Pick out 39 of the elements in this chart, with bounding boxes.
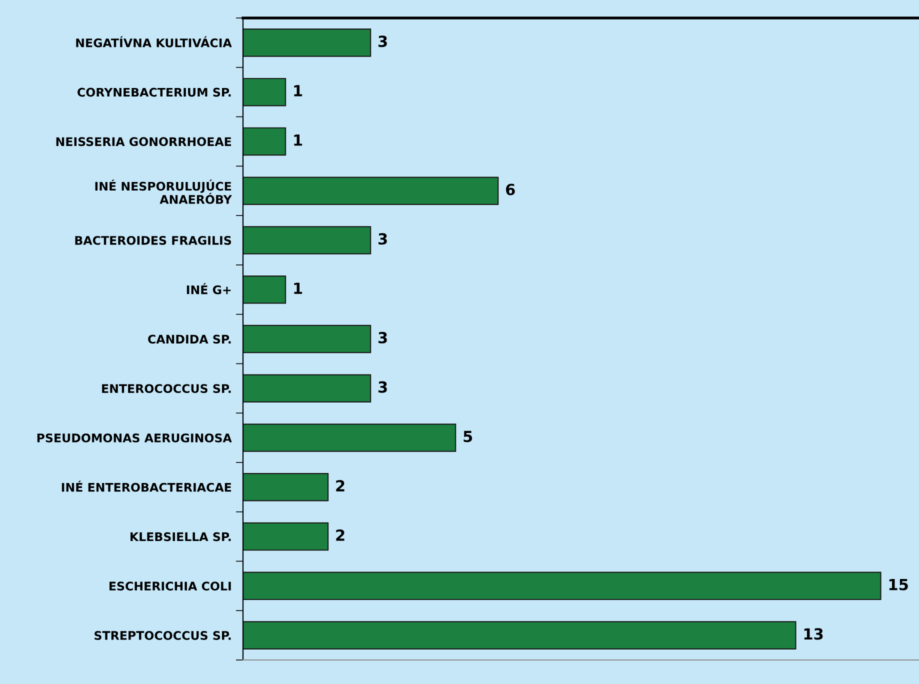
data-label: 2 [336,529,344,541]
y-tick-label: NEGATÍVNA KULTIVÁCIA [76,36,232,48]
data-label: 1 [294,134,302,146]
data-label: 15 [889,579,908,590]
bar [243,621,796,650]
y-tick-label: INÉ ENTEROBACTERIACAE [62,480,232,492]
y-tick-label: KLEBSIELLA SP. [130,532,231,542]
y-tick-label: INÉ NESPORULUJÚCE ANAERÓBY [95,180,232,204]
bar [243,28,372,57]
bar [243,275,286,304]
data-label: 3 [378,332,387,344]
y-tick-label: NEISSERIA GONORRHOEAE [56,137,232,146]
y-tick-label: ENTEROCOCCUS SP. [102,384,231,394]
y-tick-label: INÉ G+ [186,283,231,294]
bar [243,473,329,502]
data-label: 6 [506,184,515,196]
bar [243,424,456,452]
y-tick-label: PSEUDOMONAS AERUGINOSA [37,433,232,442]
data-label: 1 [294,85,302,96]
y-tick-label: ESCHERICHIA COLI [110,582,231,591]
data-label: 3 [378,36,387,48]
bar [243,522,329,551]
bar [243,324,372,354]
data-label: 3 [378,233,387,245]
bar [243,78,286,106]
bar [243,127,286,156]
y-tick-label: STREPTOCOCCUS SP. [94,631,231,640]
bar [243,226,372,254]
data-label: 5 [464,430,472,442]
data-label: 2 [336,480,344,492]
bar [243,572,882,600]
data-label: 3 [378,381,387,393]
y-tick-label: BACTEROIDES FRAGILIS [75,236,232,245]
data-label: 13 [804,628,823,640]
data-label: 1 [294,282,302,294]
y-tick-label: CANDIDA SP. [148,334,231,344]
bar [243,374,372,403]
y-tick-label: CORYNEBACTERIUM SP. [78,88,231,97]
bar [243,176,499,205]
